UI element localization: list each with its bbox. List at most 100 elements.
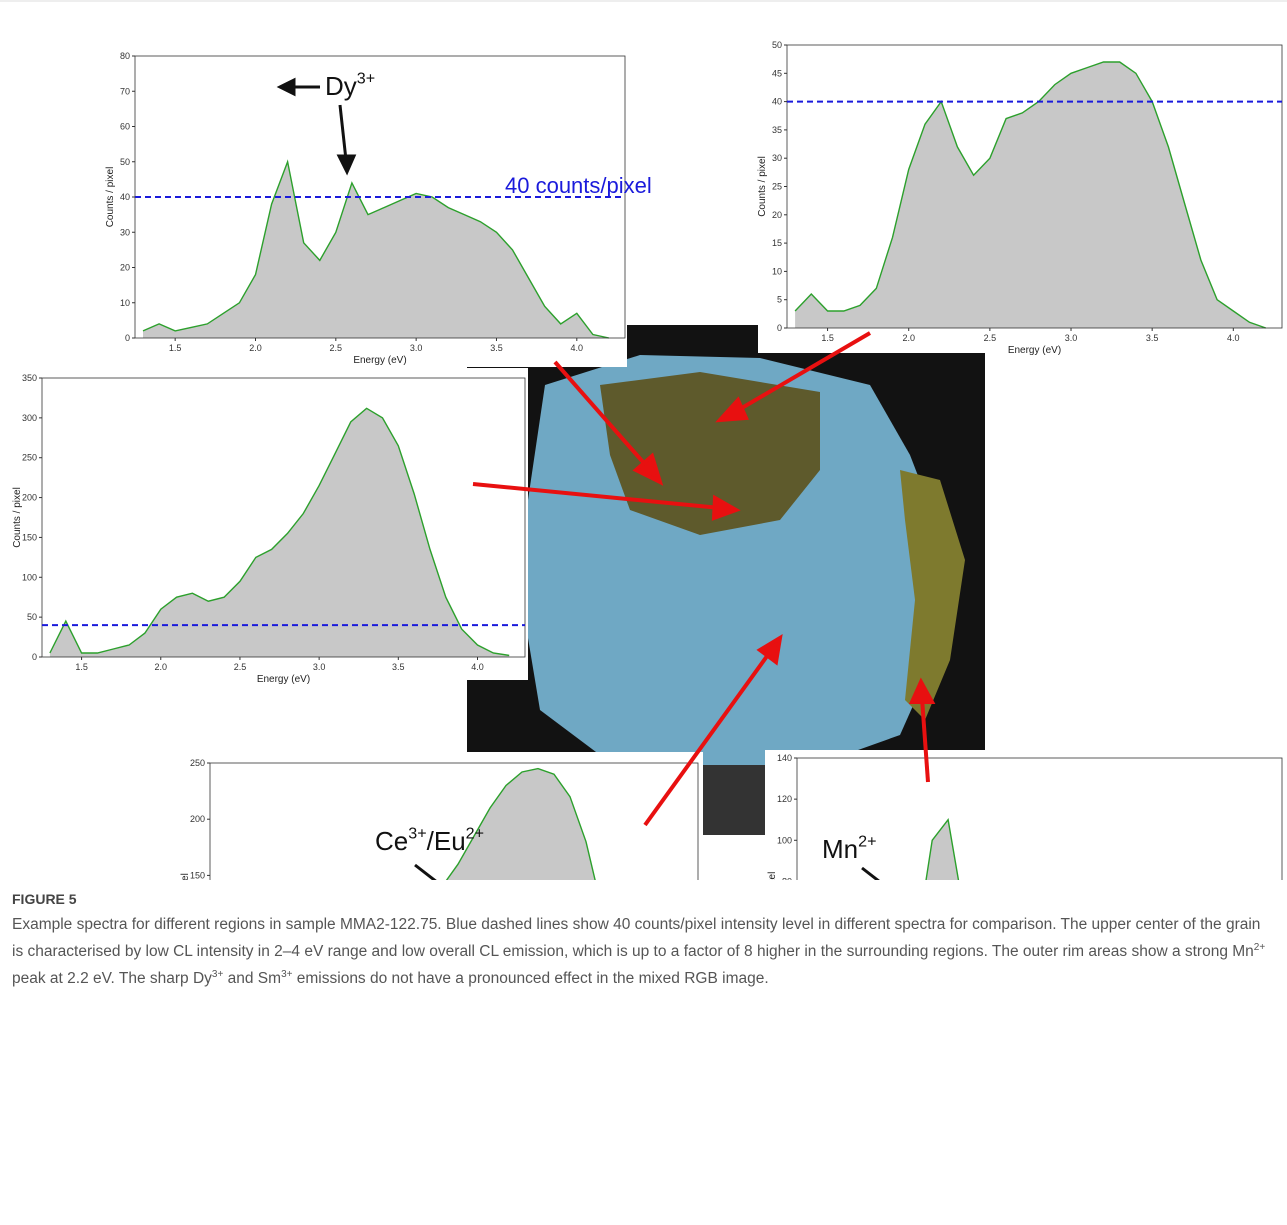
spectrum-area bbox=[795, 62, 1266, 328]
red-arrow bbox=[643, 650, 772, 827]
arrow-head bbox=[632, 452, 664, 486]
red-arrow bbox=[553, 360, 652, 472]
annotation: Mn2+ bbox=[822, 832, 877, 864]
caption-text: and Sm bbox=[223, 970, 282, 988]
x-tick-label: 3.0 bbox=[1065, 333, 1078, 343]
y-tick-label: 80 bbox=[120, 51, 130, 61]
arrow-head bbox=[756, 634, 783, 666]
y-tick-label: 15 bbox=[772, 238, 782, 248]
x-tick-label: 2.5 bbox=[234, 662, 247, 672]
y-tick-label: 10 bbox=[120, 298, 130, 308]
plot-frame bbox=[41, 377, 526, 658]
x-tick-label: 1.5 bbox=[821, 333, 834, 343]
spectrum-panel: 0204060801001201401.52.02.53.03.54.0Ener… bbox=[765, 750, 1287, 880]
x-tick-label: 2.5 bbox=[984, 333, 997, 343]
x-axis-label: Energy (eV) bbox=[353, 355, 406, 366]
y-tick-label: 120 bbox=[777, 794, 792, 804]
y-tick-label: 300 bbox=[22, 413, 37, 423]
annotation-text: Mn bbox=[822, 834, 858, 864]
x-axis-label: Energy (eV) bbox=[257, 674, 310, 685]
spectrum-area bbox=[49, 408, 510, 657]
y-tick-label: 150 bbox=[22, 532, 37, 542]
arrow-head bbox=[336, 154, 357, 176]
y-tick-label: 30 bbox=[120, 227, 130, 237]
y-tick-label: 70 bbox=[120, 86, 130, 96]
spectrum-panel: 0501001502002501.52.02.53.03.54.0Energy … bbox=[175, 752, 703, 880]
y-tick-label: 35 bbox=[772, 125, 782, 135]
x-tick-label: 1.5 bbox=[169, 343, 182, 353]
spectrum-line bbox=[445, 767, 596, 880]
black-arrow bbox=[414, 863, 437, 880]
spectrum-panel: 0 50 100 150 200 250 300 350 1.5 2.0 2.5 3.0 3.5 4.0 E… bbox=[0, 368, 528, 685]
arrows bbox=[472, 331, 936, 827]
x-tick-label: 3.5 bbox=[1146, 333, 1159, 343]
y-tick-label: 0 bbox=[125, 333, 130, 343]
y-axis-label: Counts / pixel bbox=[180, 873, 191, 880]
annotation-text: 40 counts/pixel bbox=[505, 173, 652, 198]
y-tick-label: 45 bbox=[772, 68, 782, 78]
y-tick-label: 0 bbox=[32, 652, 37, 662]
x-tick-label: 2.0 bbox=[249, 343, 262, 353]
y-tick-label: 100 bbox=[22, 572, 37, 582]
annotation-sup: 2+ bbox=[858, 832, 876, 850]
black-arrow bbox=[861, 866, 880, 880]
y-tick-label: 350 bbox=[22, 373, 37, 383]
black-arrow bbox=[338, 104, 348, 161]
caption-sup: 3+ bbox=[281, 969, 293, 981]
annotation-text: /Eu bbox=[427, 826, 466, 856]
spectrum-line bbox=[794, 61, 1267, 329]
annotation-text: Ce bbox=[375, 826, 408, 856]
caption: FIGURE 5 Example spectra for different r… bbox=[12, 888, 1274, 990]
y-tick-label: 50 bbox=[120, 157, 130, 167]
grain-rim bbox=[900, 470, 965, 720]
arrow-head bbox=[711, 494, 741, 521]
caption-text: emissions do not have a pronounced effec… bbox=[292, 970, 769, 988]
y-tick-label: 30 bbox=[772, 153, 782, 163]
x-tick-label: 3.5 bbox=[392, 662, 405, 672]
annotation-text: Dy bbox=[325, 71, 357, 101]
y-axis-label: Counts / pixel bbox=[757, 156, 768, 217]
y-tick-label: 40 bbox=[772, 97, 782, 107]
panel-background bbox=[175, 752, 703, 880]
x-tick-label: 3.5 bbox=[490, 343, 503, 353]
caption-text: peak at 2.2 eV. The sharp Dy bbox=[12, 970, 212, 988]
y-tick-label: 5 bbox=[777, 295, 782, 305]
caption-sup: 3+ bbox=[211, 969, 224, 981]
y-tick-label: 100 bbox=[777, 835, 792, 845]
arrow-head bbox=[715, 396, 749, 423]
y-tick-label: 25 bbox=[772, 182, 782, 192]
y-tick-label: 50 bbox=[27, 612, 37, 622]
y-tick-label: 200 bbox=[22, 493, 37, 503]
y-tick-label: 50 bbox=[772, 40, 782, 50]
plot-frame bbox=[209, 762, 699, 880]
y-tick-label: 150 bbox=[190, 870, 205, 880]
x-tick-label: 1.5 bbox=[75, 662, 88, 672]
y-tick-label: 140 bbox=[777, 753, 792, 763]
annotation-sup: 3+ bbox=[357, 69, 375, 87]
spectrum-area bbox=[143, 161, 609, 338]
spectrum-line bbox=[142, 159, 610, 339]
plot-frame bbox=[796, 757, 1283, 880]
y-tick-label: 250 bbox=[190, 758, 205, 768]
annotation: 40 counts/pixel bbox=[505, 173, 652, 198]
annotation: Ce3+/Eu2+ bbox=[375, 824, 484, 856]
x-tick-label: 4.0 bbox=[571, 343, 584, 353]
y-tick-label: 20 bbox=[772, 210, 782, 220]
y-tick-label: 60 bbox=[120, 122, 130, 132]
arrow-head bbox=[908, 677, 936, 704]
x-tick-label: 2.0 bbox=[902, 333, 915, 343]
y-tick-label: 250 bbox=[22, 453, 37, 463]
y-tick-label: 40 bbox=[120, 192, 130, 202]
y-tick-label: 20 bbox=[120, 263, 130, 273]
x-tick-label: 4.0 bbox=[1227, 333, 1240, 343]
spectrum-panel: 0 5 10 15 20 25 30 35 40 45 50 1.5 2.0 2.5 3.0 3.5 4.0 En… bbox=[757, 35, 1287, 356]
caption-sup: 2+ bbox=[1253, 942, 1266, 953]
y-tick-label: 80 bbox=[782, 876, 792, 880]
annotation-arrows bbox=[276, 77, 880, 880]
annotation: Dy3+ bbox=[325, 69, 375, 101]
x-tick-label: 2.0 bbox=[155, 662, 168, 672]
spectrum-area bbox=[446, 768, 596, 880]
y-tick-label: 10 bbox=[772, 266, 782, 276]
x-tick-label: 4.0 bbox=[471, 662, 484, 672]
